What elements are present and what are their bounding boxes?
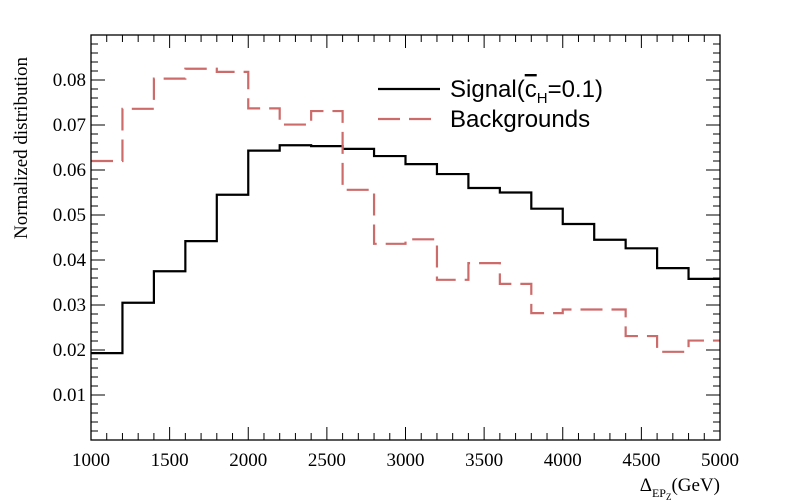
y-tick-label: 0.08 (53, 70, 86, 91)
x-axis-title: ΔEPZ(GeV) (640, 475, 720, 502)
series-backgrounds-line (91, 67, 720, 353)
x-axis-title-subsubscript: Z (666, 492, 672, 502)
x-tick-label: 4000 (544, 450, 582, 471)
x-tick-label: 1000 (72, 450, 110, 471)
x-axis-title-subscript: EP (652, 486, 666, 500)
tick-labels: 1000 1500 2000 2500 3000 3500 4000 4500 5000 0.01… (53, 70, 739, 471)
legend-signal-subscript: H (537, 90, 548, 107)
plot-frame (90, 34, 721, 441)
y-axis-title: Normalized distribution (11, 56, 32, 239)
x-tick-label: 3500 (465, 450, 503, 471)
y-tick-label: 0.07 (53, 115, 86, 136)
series-layer (91, 67, 720, 355)
x-tick-label: 5000 (701, 450, 739, 471)
y-tick-label: 0.04 (53, 250, 87, 271)
x-tick-label: 3000 (387, 450, 425, 471)
y-tick-label: 0.03 (53, 295, 86, 316)
x-axis-title-unit: (GeV) (671, 475, 720, 496)
legend: Signal(cH=0.1) Backgrounds (378, 76, 603, 133)
y-tick-label: 0.06 (53, 160, 86, 181)
x-tick-label: 2000 (229, 450, 267, 471)
x-tick-label: 4500 (622, 450, 660, 471)
y-tick-label: 0.05 (53, 205, 86, 226)
x-tick-label: 1500 (151, 450, 189, 471)
x-tick-label: 2500 (308, 450, 346, 471)
series-signal-line (91, 144, 720, 355)
x-axis-title-symbol: Δ (640, 475, 652, 496)
legend-signal-label: Signal(cH=0.1) (450, 76, 603, 107)
legend-signal-symbol: c (525, 76, 537, 103)
y-tick-label: 0.01 (53, 385, 86, 406)
y-tick-label: 0.02 (53, 340, 86, 361)
axis-ticks (90, 35, 721, 440)
legend-background-label: Backgrounds (450, 106, 590, 133)
